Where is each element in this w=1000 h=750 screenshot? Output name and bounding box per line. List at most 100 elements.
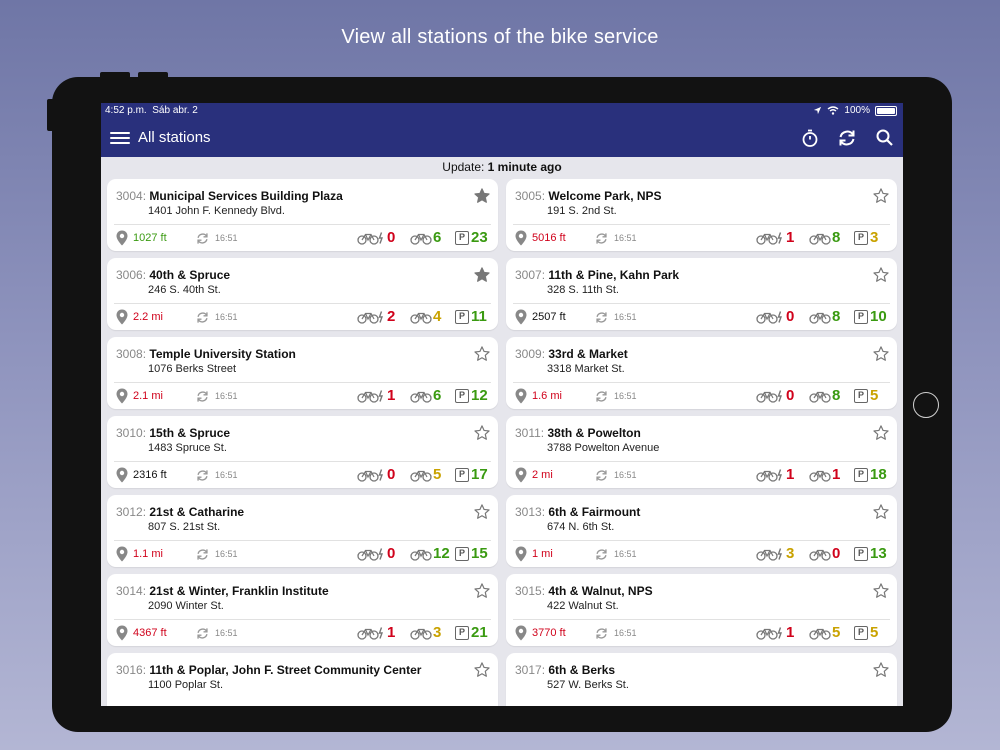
station-name: 4th & Walnut, NPS <box>548 584 653 598</box>
favorite-star-icon[interactable] <box>473 661 491 679</box>
ebikes-count: 1 <box>786 466 795 483</box>
docks-count: 18 <box>870 466 887 483</box>
favorite-star-icon[interactable] <box>473 266 491 284</box>
location-pin-icon <box>116 230 128 246</box>
station-stats: 3770 ft 16:51 1 5 P 5 <box>506 622 897 644</box>
bike-icon <box>809 391 831 403</box>
station-address: 422 Walnut St. <box>547 600 619 612</box>
station-address: 3318 Market St. <box>547 363 625 375</box>
bike-icon <box>809 549 831 561</box>
sync-icon <box>197 628 208 639</box>
docks-count: 23 <box>471 229 488 246</box>
station-card[interactable]: 3005: Welcome Park, NPS 191 S. 2nd St. 5… <box>506 179 897 251</box>
docks-count: 21 <box>471 624 488 641</box>
ebike-icon <box>756 469 782 482</box>
favorite-star-icon[interactable] <box>473 503 491 521</box>
divider <box>114 303 491 304</box>
station-card[interactable]: 3014: 21st & Winter, Franklin Institute … <box>107 574 498 646</box>
status-bar: 4:52 p.m. Sáb abr. 2 100% <box>101 103 903 119</box>
station-name: 38th & Powelton <box>547 426 641 440</box>
favorite-star-icon[interactable] <box>872 345 890 363</box>
favorite-star-icon[interactable] <box>473 582 491 600</box>
station-card[interactable]: 3007: 11th & Pine, Kahn Park 328 S. 11th… <box>506 258 897 330</box>
station-card[interactable]: 3013: 6th & Fairmount 674 N. 6th St. 1 m… <box>506 495 897 567</box>
station-card[interactable]: 3006: 40th & Spruce 246 S. 40th St. 2.2 … <box>107 258 498 330</box>
docks-count: 3 <box>870 229 879 246</box>
favorite-star-icon[interactable] <box>872 424 890 442</box>
favorite-star-icon[interactable] <box>872 582 890 600</box>
bikes-count: 0 <box>832 545 841 562</box>
station-card[interactable]: 3017: 6th & Berks 527 W. Berks St. <box>506 653 897 706</box>
bikes-count: 8 <box>832 387 841 404</box>
sync-icon <box>197 233 208 244</box>
station-list: 3004: Municipal Services Building Plaza … <box>107 179 899 706</box>
location-pin-icon <box>515 546 527 562</box>
station-card[interactable]: 3016: 11th & Poplar, John F. Street Comm… <box>107 653 498 706</box>
distance: 3770 ft <box>532 627 566 639</box>
station-card[interactable]: 3015: 4th & Walnut, NPS 422 Walnut St. 3… <box>506 574 897 646</box>
divider <box>114 382 491 383</box>
docks-count: 13 <box>870 545 887 562</box>
bike-icon <box>809 628 831 640</box>
parking-icon: P <box>455 310 469 324</box>
ebike-icon <box>756 311 782 324</box>
station-card[interactable]: 3012: 21st & Catharine 807 S. 21st St. 1… <box>107 495 498 567</box>
last-updated: 16:51 <box>614 391 637 401</box>
sync-icon <box>596 233 607 244</box>
bike-icon <box>410 628 432 640</box>
station-number: 3011: <box>515 426 545 440</box>
ebike-icon <box>756 548 782 561</box>
ebike-icon <box>357 390 383 403</box>
station-number: 3008: <box>116 347 147 361</box>
home-button[interactable] <box>913 392 939 418</box>
refresh-icon[interactable] <box>836 127 858 149</box>
docks-count: 11 <box>471 308 487 325</box>
distance: 2.2 mi <box>133 311 163 323</box>
station-name: 21st & Winter, Franklin Institute <box>149 584 329 598</box>
station-card[interactable]: 3004: Municipal Services Building Plaza … <box>107 179 498 251</box>
station-header: 3005: Welcome Park, NPS <box>515 189 662 203</box>
favorite-star-icon[interactable] <box>872 187 890 205</box>
station-stats: 2.2 mi 16:51 2 4 P 11 <box>107 306 498 328</box>
bikes-count: 8 <box>832 308 841 325</box>
parking-icon: P <box>455 468 469 482</box>
distance: 2507 ft <box>532 311 566 323</box>
favorite-star-icon[interactable] <box>872 661 890 679</box>
station-address: 2090 Winter St. <box>148 600 224 612</box>
station-stats: 2 mi 16:51 1 1 P 18 <box>506 464 897 486</box>
station-card[interactable]: 3010: 15th & Spruce 1483 Spruce St. 2316… <box>107 416 498 488</box>
docks-count: 5 <box>870 624 879 641</box>
search-icon[interactable] <box>874 127 896 149</box>
bikes-count: 4 <box>433 308 442 325</box>
station-address: 674 N. 6th St. <box>547 521 615 533</box>
location-pin-icon <box>515 230 527 246</box>
station-card[interactable]: 3008: Temple University Station 1076 Ber… <box>107 337 498 409</box>
location-pin-icon <box>116 467 128 483</box>
parking-icon: P <box>854 468 868 482</box>
station-header: 3004: Municipal Services Building Plaza <box>116 189 343 203</box>
favorite-star-icon[interactable] <box>473 187 491 205</box>
menu-icon[interactable] <box>110 129 130 147</box>
location-pin-icon <box>515 388 527 404</box>
bike-icon <box>410 549 432 561</box>
station-number: 3013: <box>515 505 546 519</box>
location-pin-icon <box>116 625 128 641</box>
station-number: 3005: <box>515 189 546 203</box>
ebikes-count: 0 <box>387 466 396 483</box>
sync-icon <box>596 549 607 560</box>
favorite-star-icon[interactable] <box>473 345 491 363</box>
station-card[interactable]: 3009: 33rd & Market 3318 Market St. 1.6 … <box>506 337 897 409</box>
sync-icon <box>197 312 208 323</box>
station-header: 3011: 38th & Powelton <box>515 426 641 440</box>
side-button <box>47 99 54 131</box>
favorite-star-icon[interactable] <box>872 266 890 284</box>
status-time: 4:52 p.m. Sáb abr. 2 <box>105 105 198 116</box>
favorite-star-icon[interactable] <box>473 424 491 442</box>
location-pin-icon <box>116 388 128 404</box>
station-card[interactable]: 3011: 38th & Powelton 3788 Powelton Aven… <box>506 416 897 488</box>
divider <box>114 461 491 462</box>
timer-icon[interactable] <box>799 127 821 149</box>
favorite-star-icon[interactable] <box>872 503 890 521</box>
station-name: Welcome Park, NPS <box>548 189 662 203</box>
parking-icon: P <box>854 547 868 561</box>
